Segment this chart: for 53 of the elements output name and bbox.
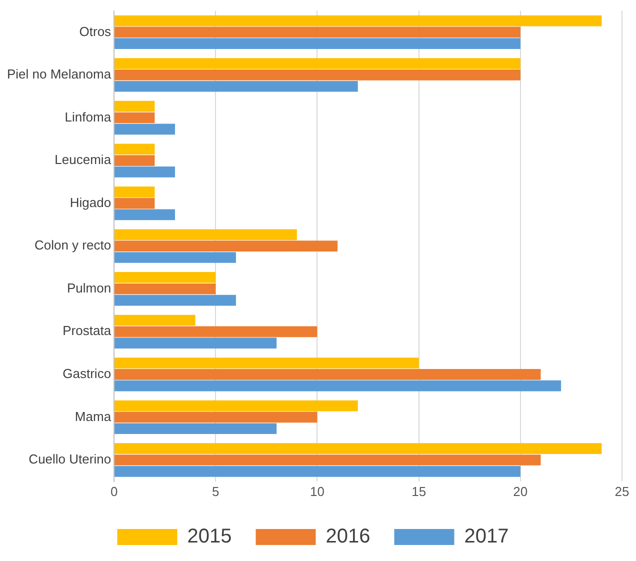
- y-tick-label: Prostata: [62, 323, 112, 338]
- bar: [114, 380, 562, 392]
- bar: [114, 423, 277, 434]
- legend-label: 2016: [326, 526, 370, 548]
- x-tick-label: 20: [513, 484, 528, 499]
- bar: [114, 38, 520, 50]
- bar: [114, 124, 176, 135]
- bar: [114, 466, 520, 477]
- bar: [114, 198, 155, 209]
- y-tick-label: Linfoma: [64, 109, 112, 124]
- bar: [114, 186, 155, 198]
- legend-label: 2017: [464, 526, 509, 548]
- bar: [114, 272, 216, 283]
- bar: [114, 58, 520, 69]
- y-tick-label: Cuello Uterino: [28, 452, 112, 467]
- x-tick-label: 0: [110, 484, 118, 499]
- x-tick-label: 25: [614, 484, 630, 499]
- bar: [114, 400, 358, 412]
- y-tick-label: Mama: [74, 408, 112, 424]
- bar: [114, 412, 318, 423]
- bar: [114, 26, 520, 38]
- bar: [114, 314, 196, 326]
- x-tick-label: 15: [412, 484, 426, 499]
- bar: [114, 155, 155, 166]
- bar: [114, 358, 419, 368]
- x-tick-label: 5: [212, 484, 220, 499]
- y-tick-label: Leucemia: [54, 152, 112, 168]
- bar: [114, 70, 520, 80]
- y-tick-label: Higado: [70, 194, 112, 210]
- bar: [114, 294, 236, 306]
- legend-label: 2015: [187, 526, 232, 548]
- y-tick-label: Colon y recto: [34, 238, 112, 253]
- bar: [114, 112, 155, 124]
- bar: [114, 240, 338, 252]
- bar: [114, 144, 155, 155]
- bar: [114, 326, 318, 338]
- bar: [114, 100, 155, 112]
- y-tick-label: Gastrico: [62, 366, 112, 382]
- x-tick-label: 10: [310, 484, 324, 499]
- y-tick-label: Otros: [79, 24, 112, 39]
- bar: [114, 338, 277, 348]
- bar: [114, 166, 176, 178]
- bar: [114, 454, 541, 466]
- y-tick-label: Piel no Melanoma: [6, 66, 112, 82]
- y-tick-label: Pulmon: [66, 280, 112, 296]
- bar: [114, 229, 297, 240]
- bar: [114, 252, 236, 263]
- bar: [114, 15, 602, 26]
- bar: [114, 209, 176, 220]
- bar: [114, 369, 541, 380]
- bar: [114, 80, 358, 92]
- bar: [114, 443, 602, 454]
- bar: [114, 283, 216, 294]
